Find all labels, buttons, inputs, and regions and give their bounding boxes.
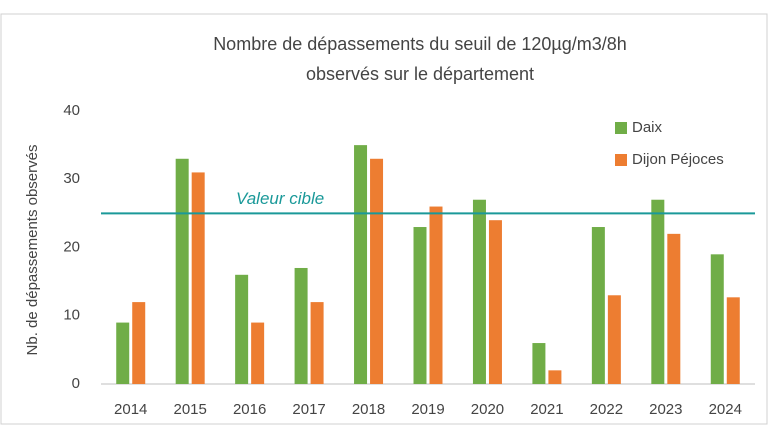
x-tick-label: 2024 [709,401,742,418]
legend-swatch [615,122,627,134]
bar [235,274,249,384]
x-tick-label: 2021 [530,401,563,418]
x-tick-label: 2015 [173,401,206,418]
reference-label: Valeur cible [236,189,324,208]
bar [607,295,621,384]
bar [191,172,205,384]
bar [710,254,724,384]
legend-label: Dijon Péjoces [632,151,724,168]
bar [310,302,324,384]
x-tick-label: 2022 [590,401,623,418]
bar [488,220,502,384]
chart-title: observés sur le département [306,64,534,84]
x-tick-label: 2017 [292,401,325,418]
x-tick-label: 2020 [471,401,504,418]
y-axis-label: Nb. de dépassements observés [24,145,41,356]
x-tick-label: 2019 [411,401,444,418]
bar [116,322,130,384]
y-tick-label: 10 [63,307,80,324]
bar [294,267,308,384]
x-tick-label: 2018 [352,401,385,418]
bar [591,227,605,384]
x-tick-label: 2014 [114,401,147,418]
bar [251,322,265,384]
bar [370,158,384,384]
legend-swatch [615,154,627,166]
bar [175,158,189,384]
x-tick-label: 2023 [649,401,682,418]
y-tick-label: 0 [72,375,80,392]
bar [532,343,546,384]
bar [667,233,681,384]
bar [548,370,562,384]
bar [429,206,443,384]
bar [726,297,740,384]
bar [413,227,427,384]
y-tick-label: 20 [63,238,80,255]
bar [651,199,665,384]
bar [472,199,486,384]
y-tick-label: 30 [63,170,80,187]
y-tick-label: 40 [63,102,80,119]
chart-title: Nombre de dépassements du seuil de 120µg… [213,34,627,54]
x-tick-label: 2016 [233,401,266,418]
bar [132,302,146,384]
bar [354,145,368,384]
legend-label: Daix [632,119,663,136]
